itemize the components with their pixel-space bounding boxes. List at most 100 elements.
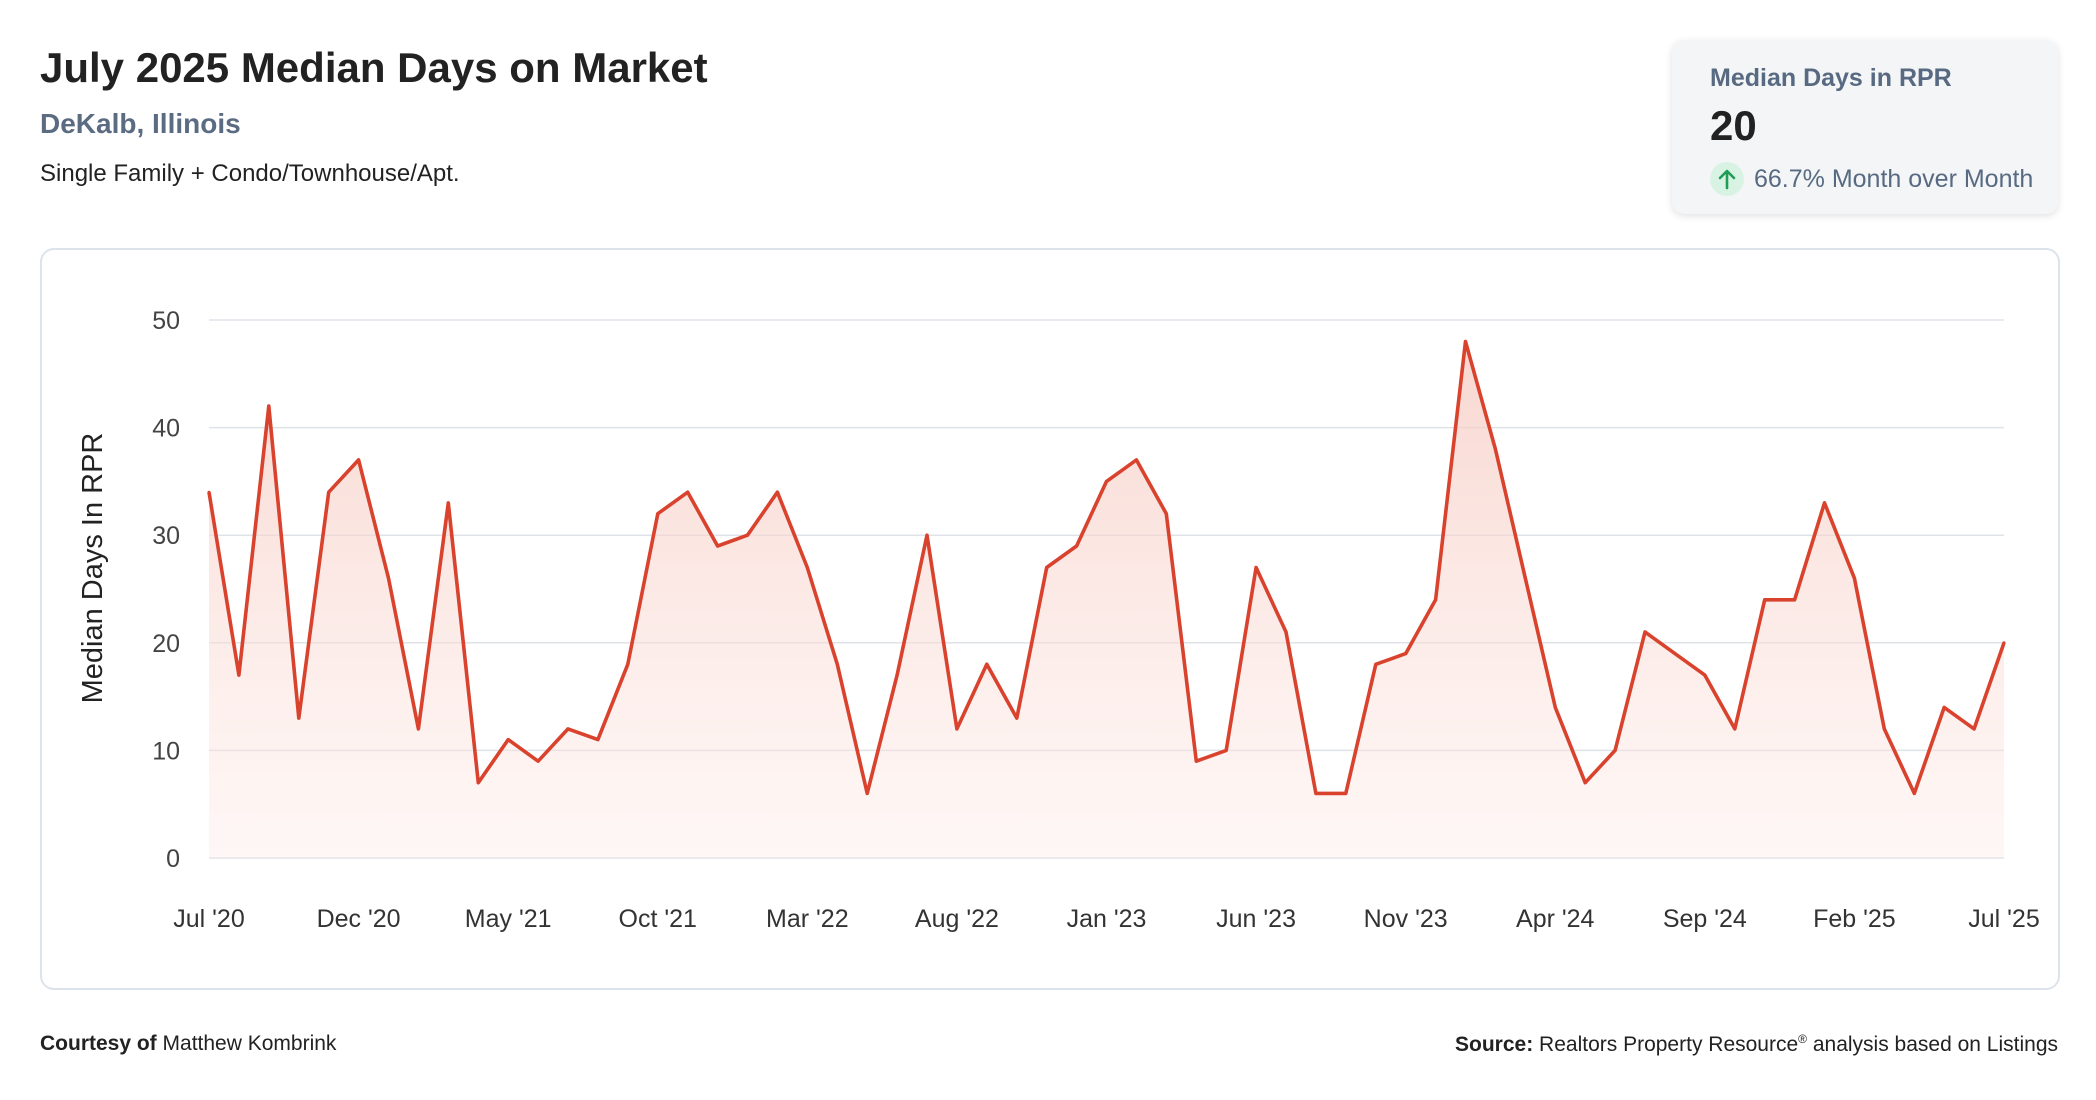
data-point [237,673,241,677]
source-label: Source: [1455,1033,1534,1056]
courtesy-name: Matthew Kombrink [162,1032,337,1055]
data-point [835,662,839,666]
courtesy-line: Courtesy of Matthew Kombrink [40,1032,336,1056]
data-point [716,544,720,548]
data-point [775,490,779,494]
data-point [1075,544,1079,548]
x-tick-label: Aug '22 [915,905,999,933]
source-rest: analysis based on Listings [1812,1033,2058,1056]
data-point [626,662,630,666]
data-point [805,566,809,569]
data-point [746,533,749,537]
data-point [985,662,989,666]
x-tick-label: Jul '25 [1968,905,2039,933]
data-point [1553,705,1557,709]
chart-card: 0 10 20 30 40 50 Jul '20 Dec '20 May '21 Oct '21… [40,248,2060,990]
data-point [297,716,301,720]
kpi-value: 20 [1710,102,1757,149]
data-point [1284,630,1288,634]
data-point [506,738,510,742]
registered-mark: ® [1798,1032,1807,1046]
days-on-market-chart: 0 10 20 30 40 50 Jul '20 Dec '20 May '21 Oct '21… [77,307,2040,933]
data-point [1224,748,1228,752]
data-point [1852,576,1856,580]
data-point [1942,705,1946,709]
x-tick-label: Jun '23 [1216,905,1296,933]
data-point [1882,727,1886,731]
y-axis-label: Median Days In RPR [77,433,109,704]
property-type-label: Single Family + Condo/Townhouse/Apt. [40,160,460,187]
data-point [1733,727,1737,731]
data-point [327,490,331,494]
x-tick-label: Nov '23 [1364,905,1448,933]
courtesy-label: Courtesy of [40,1032,157,1055]
y-tick-label: 40 [152,415,180,443]
data-point [1134,458,1138,462]
data-point [357,458,361,462]
data-point [1613,748,1617,752]
data-point [895,673,899,677]
kpi-change: 66.7% Month over Month [1710,162,2033,196]
data-point [1404,652,1408,656]
data-point [1344,791,1348,795]
x-tick-label: Mar '22 [766,905,849,933]
data-point [1493,447,1497,451]
arrow-up-icon [1710,162,1744,196]
data-point [267,404,271,408]
data-point [865,791,869,795]
y-tick-label: 10 [152,737,180,765]
series-area [209,341,2004,858]
data-point [686,490,690,494]
data-point [1703,673,1707,677]
data-point [955,727,959,731]
data-point [1763,598,1767,602]
y-tick-label: 20 [152,630,180,658]
data-point [1314,791,1318,795]
data-point [2002,641,2006,645]
data-point [1164,512,1168,516]
data-point [1583,781,1587,785]
x-tick-label: Jan '23 [1067,905,1147,933]
x-tick-label: Sep '24 [1663,905,1747,933]
kpi-label: Median Days in RPR [1710,64,1952,92]
data-point [1793,598,1797,602]
data-point [536,759,540,763]
kpi-card: Median Days in RPR 20 66.7% Month over M… [1672,40,2058,214]
y-axis-ticks: 0 10 20 30 40 50 [152,307,180,873]
x-tick-label: Apr '24 [1516,905,1595,933]
data-point [476,781,480,785]
source-name: Realtors Property Resource [1539,1033,1799,1056]
data-point [1045,566,1049,569]
data-point [1673,652,1677,656]
x-tick-label: May '21 [465,905,552,933]
data-point [1464,340,1467,343]
y-tick-label: 0 [166,845,180,873]
data-point [1434,598,1438,602]
data-point [387,576,390,580]
x-tick-label: Dec '20 [317,905,401,933]
page-title: July 2025 Median Days on Market [40,44,708,91]
location-subtitle: DeKalb, Illinois [40,108,241,139]
data-point [1015,716,1019,720]
data-point [1972,727,1976,731]
data-point [596,738,600,742]
data-point [207,490,211,494]
source-line: Source: Realtors Property Resource® anal… [1455,1032,2058,1057]
data-point [416,727,420,731]
y-tick-label: 50 [152,307,180,335]
data-point [566,727,570,731]
data-point [446,501,450,505]
kpi-change-text: 66.7% Month over Month [1754,164,2034,193]
data-point [1374,662,1378,666]
data-point [1912,791,1916,795]
x-tick-label: Feb '25 [1813,905,1896,933]
x-tick-label: Oct '21 [619,905,697,933]
series-points [207,340,2006,795]
y-tick-label: 30 [152,522,180,550]
x-tick-label: Jul '20 [173,905,244,933]
data-point [1643,630,1647,634]
data-point [925,533,929,537]
x-axis-ticks: Jul '20 Dec '20 May '21 Oct '21 Mar '22 Aug '… [173,905,2039,933]
data-point [656,512,660,516]
